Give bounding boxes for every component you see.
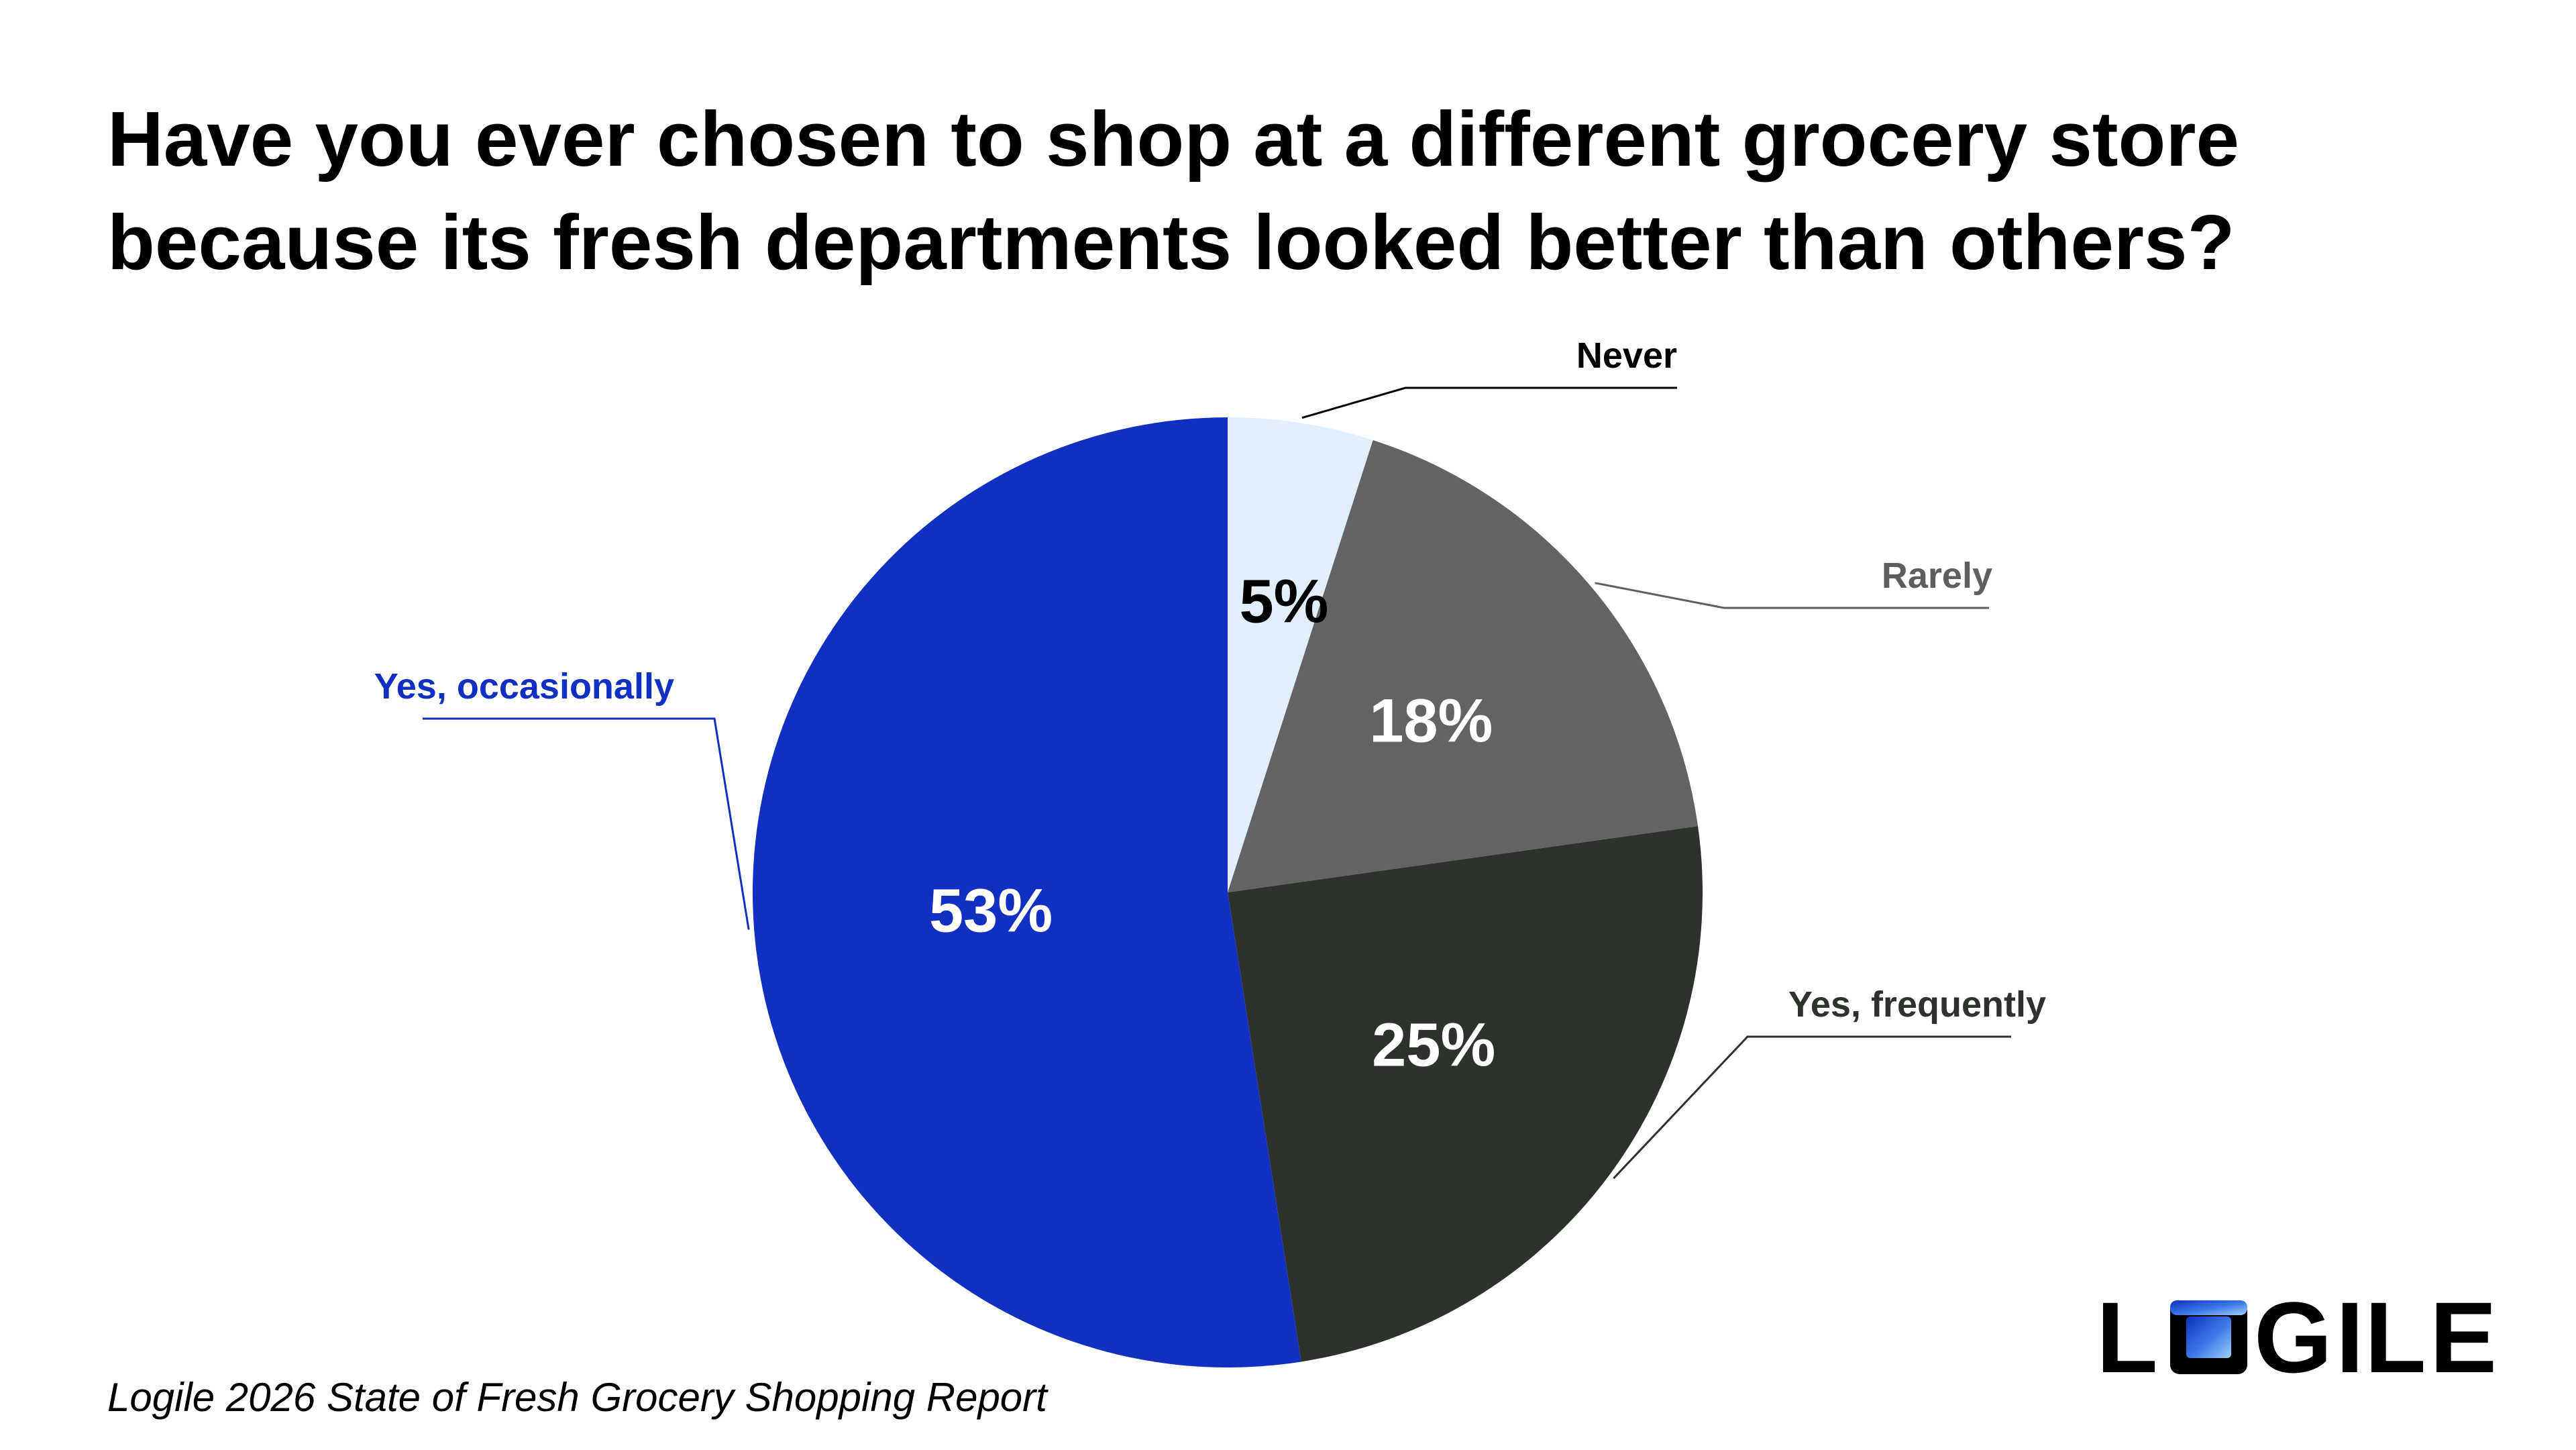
logo-wordmark: L G I L E [2096, 1288, 2497, 1382]
category-label-0: Never [1576, 335, 1677, 376]
chart-title: Have you ever chosen to shop at a differ… [107, 87, 2455, 294]
source-note: Logile 2026 State of Fresh Grocery Shopp… [107, 1375, 1047, 1420]
logile-logo: L G I L E [2096, 1288, 2499, 1382]
leader-line-3 [423, 717, 750, 930]
category-label-3: Yes, occasionally [374, 666, 674, 707]
category-label-1: Rarely [1882, 556, 1992, 596]
logo-letter-l-2: L [2365, 1288, 2426, 1382]
chart-title-line-1: Have you ever chosen to shop at a differ… [107, 95, 2240, 183]
value-label-2: 25% [1372, 1011, 1495, 1080]
pie-slices [752, 417, 1703, 1367]
value-label-3: 53% [929, 877, 1053, 945]
logo-letter-i: I [2336, 1288, 2364, 1382]
category-labels: Never Rarely Yes, frequently Yes, occasiona… [374, 335, 2046, 1025]
logo-letter-e: E [2430, 1288, 2497, 1382]
leader-line-0 [1301, 386, 1677, 419]
pie-slice-yes-frequently [1228, 826, 1703, 1362]
pie-slice-rarely [1228, 439, 1699, 892]
value-label-1: 18% [1369, 687, 1493, 756]
category-label-2: Yes, frequently [1788, 984, 2046, 1025]
leader-line-1 [1595, 582, 1989, 609]
pie-slice-yes-occasionally [752, 417, 1301, 1367]
value-labels: 5% 18% 25% 53% [929, 567, 1495, 1079]
chart-title-line-2: because its fresh departments looked bet… [107, 199, 2235, 286]
leader-lines [423, 386, 2011, 1180]
pie-slice-never [1228, 417, 1373, 892]
value-label-0: 5% [1240, 567, 1329, 635]
leader-line-2 [1613, 1035, 2011, 1180]
logo-letter-o [2170, 1300, 2247, 1374]
logo-letter-g: G [2254, 1288, 2332, 1382]
logo-letter-l: L [2096, 1288, 2158, 1382]
